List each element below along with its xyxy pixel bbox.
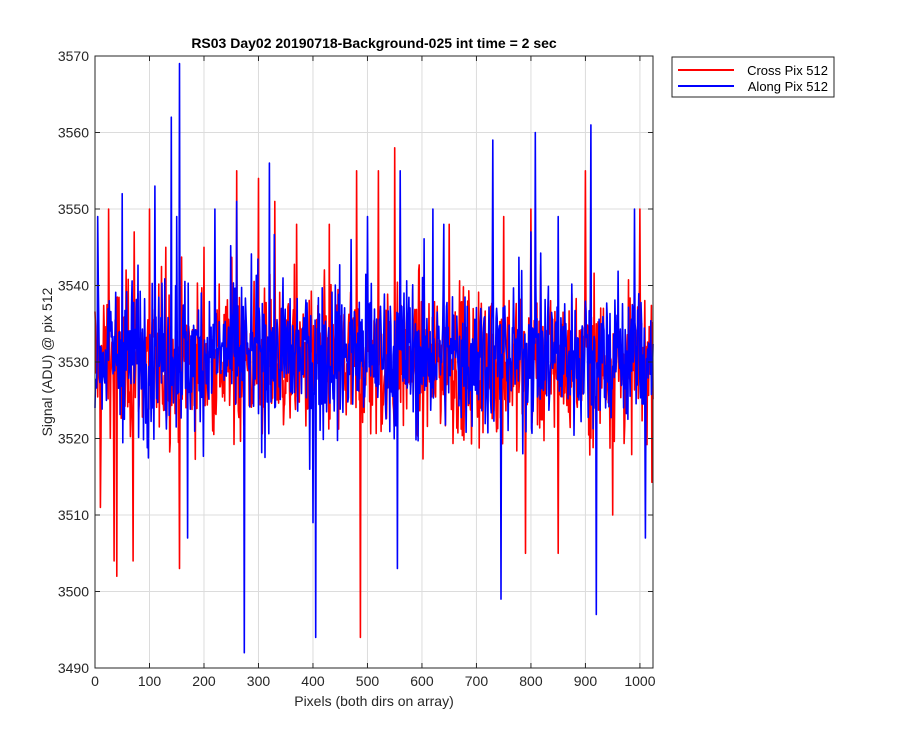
y-tick-label: 3560 xyxy=(58,125,89,141)
x-tick-label: 600 xyxy=(410,673,434,689)
y-tick-label: 3520 xyxy=(58,431,89,447)
chart-title: RS03 Day02 20190718-Background-025 int t… xyxy=(191,35,557,51)
legend-label-cross-pix: Cross Pix 512 xyxy=(747,63,828,78)
legend-box xyxy=(671,56,835,98)
series-line-along-pix-512 xyxy=(94,62,654,654)
y-axis-label: Signal (ADU) @ pix 512 xyxy=(39,287,55,436)
y-tick-label: 3530 xyxy=(58,354,89,370)
legend: Cross Pix 512 Along Pix 512 xyxy=(671,56,835,98)
y-tick-label: 3490 xyxy=(58,660,89,676)
x-tick-label: 300 xyxy=(247,673,271,689)
x-tick-label: 700 xyxy=(465,673,489,689)
y-tick-label: 3570 xyxy=(58,48,89,64)
x-tick-label: 400 xyxy=(301,673,325,689)
x-axis-label: Pixels (both dirs on array) xyxy=(294,693,454,709)
x-tick-label: 500 xyxy=(356,673,380,689)
y-tick-label: 3540 xyxy=(58,278,89,294)
plot-area xyxy=(94,62,654,654)
x-tick-label: 800 xyxy=(519,673,543,689)
x-tick-label: 200 xyxy=(192,673,216,689)
x-tick-label: 100 xyxy=(138,673,162,689)
y-tick-label: 3500 xyxy=(58,584,89,600)
tick-marks xyxy=(94,55,653,669)
x-tick-label: 900 xyxy=(574,673,598,689)
x-tick-label: 0 xyxy=(91,673,99,689)
y-tick-label: 3510 xyxy=(58,507,89,523)
legend-label-along-pix: Along Pix 512 xyxy=(748,79,828,94)
y-tick-label: 3550 xyxy=(58,201,89,217)
x-tick-label: 1000 xyxy=(624,673,655,689)
